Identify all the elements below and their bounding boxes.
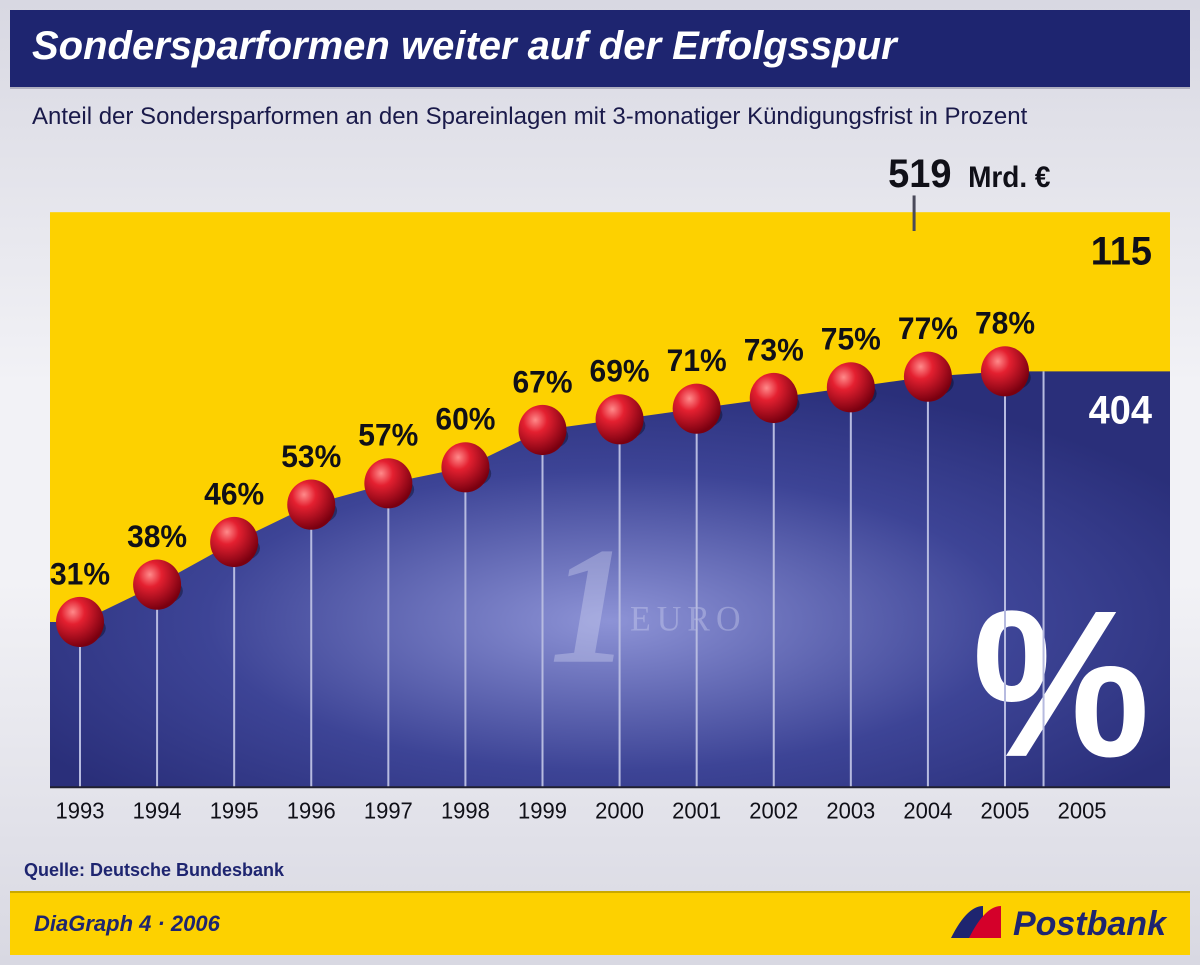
svg-text:46%: 46% bbox=[204, 476, 264, 512]
chart-svg: 1 EURO % 31% 38% 46% 53% 57% 60% 67% 69% 71% 73% 7… bbox=[20, 139, 1180, 850]
svg-text:57%: 57% bbox=[358, 417, 418, 453]
svg-text:31%: 31% bbox=[50, 556, 110, 592]
postbank-swoosh-icon bbox=[949, 904, 1003, 944]
footer-left: DiaGraph 4 · 2006 bbox=[34, 911, 220, 937]
svg-text:77%: 77% bbox=[898, 310, 958, 346]
svg-text:2002: 2002 bbox=[749, 798, 798, 824]
svg-text:1996: 1996 bbox=[287, 798, 336, 824]
svg-text:%: % bbox=[972, 568, 1150, 801]
svg-text:EURO: EURO bbox=[630, 599, 747, 639]
footer-brand: Postbank bbox=[949, 904, 1166, 944]
svg-text:2001: 2001 bbox=[672, 798, 721, 824]
svg-text:Mrd. €: Mrd. € bbox=[968, 162, 1050, 195]
title-bar: Sondersparformen weiter auf der Erfolgss… bbox=[10, 10, 1190, 89]
svg-text:1993: 1993 bbox=[56, 798, 105, 824]
svg-text:71%: 71% bbox=[667, 342, 727, 378]
subtitle-text: Anteil der Sondersparformen an den Spare… bbox=[32, 103, 1027, 130]
svg-text:78%: 78% bbox=[975, 305, 1035, 341]
svg-text:1997: 1997 bbox=[364, 798, 413, 824]
svg-text:2000: 2000 bbox=[595, 798, 644, 824]
svg-text:75%: 75% bbox=[821, 321, 881, 357]
subtitle-bar: Anteil der Sondersparformen an den Spare… bbox=[10, 89, 1190, 139]
svg-text:1995: 1995 bbox=[210, 798, 259, 824]
footer-left-text: DiaGraph 4 · 2006 bbox=[34, 911, 220, 936]
svg-text:60%: 60% bbox=[435, 401, 495, 437]
svg-text:38%: 38% bbox=[127, 518, 187, 554]
svg-text:73%: 73% bbox=[744, 332, 804, 368]
svg-text:2004: 2004 bbox=[903, 798, 952, 824]
chart-area: 1 EURO % 31% 38% 46% 53% 57% 60% 67% 69% 71% 73% 7… bbox=[20, 139, 1180, 850]
svg-text:53%: 53% bbox=[281, 438, 341, 474]
svg-text:519: 519 bbox=[888, 152, 951, 196]
svg-text:67%: 67% bbox=[512, 364, 572, 400]
svg-text:2005: 2005 bbox=[1058, 798, 1107, 824]
source-line: Quelle: Deutsche Bundesbank bbox=[10, 850, 1190, 891]
footer-bar: DiaGraph 4 · 2006 Postbank bbox=[10, 891, 1190, 955]
svg-text:404: 404 bbox=[1089, 389, 1153, 433]
svg-text:1999: 1999 bbox=[518, 798, 567, 824]
svg-text:69%: 69% bbox=[590, 353, 650, 389]
svg-text:1: 1 bbox=[550, 514, 630, 699]
brand-text: Postbank bbox=[1013, 905, 1166, 944]
infographic-frame: Sondersparformen weiter auf der Erfolgss… bbox=[0, 0, 1200, 965]
svg-text:2003: 2003 bbox=[826, 798, 875, 824]
svg-text:2005: 2005 bbox=[981, 798, 1030, 824]
svg-text:1998: 1998 bbox=[441, 798, 490, 824]
svg-text:115: 115 bbox=[1091, 230, 1152, 274]
source-text: Quelle: Deutsche Bundesbank bbox=[24, 860, 284, 880]
svg-text:1994: 1994 bbox=[133, 798, 182, 824]
title-text: Sondersparformen weiter auf der Erfolgss… bbox=[32, 24, 897, 68]
